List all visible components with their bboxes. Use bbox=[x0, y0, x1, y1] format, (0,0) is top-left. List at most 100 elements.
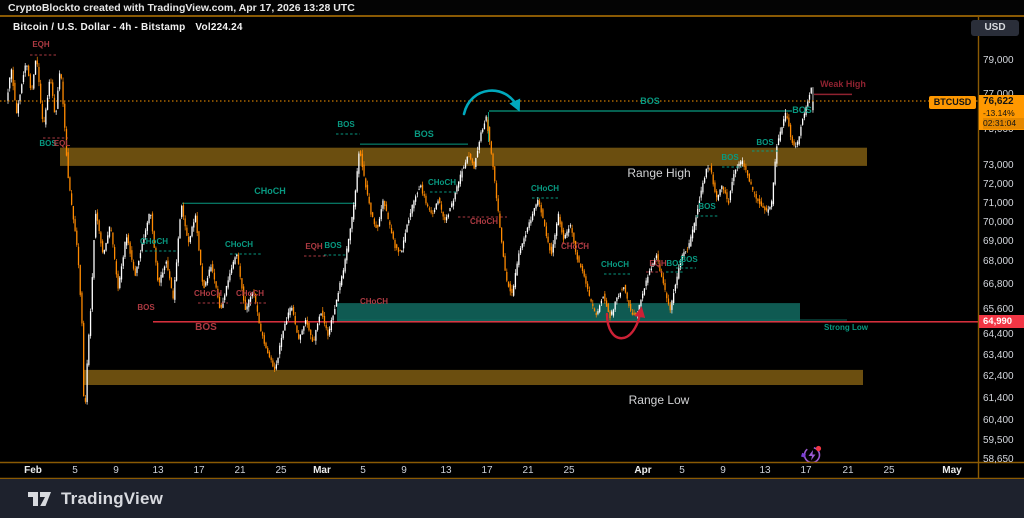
candles-up bbox=[7, 60, 814, 405]
last-price-value: 76,622 bbox=[983, 96, 1014, 107]
footer-bar: TradingView bbox=[0, 479, 1024, 518]
svg-text:BOS: BOS bbox=[666, 259, 684, 268]
svg-text:CHoCH: CHoCH bbox=[601, 260, 629, 269]
svg-text:EQH: EQH bbox=[305, 242, 323, 251]
bounce-arrow[interactable] bbox=[605, 306, 646, 340]
time-tick: 13 bbox=[152, 465, 164, 476]
tradingview-logo-icon bbox=[28, 491, 51, 506]
price-tick: 58,650 bbox=[983, 453, 1014, 465]
time-tick: 21 bbox=[522, 465, 534, 476]
svg-text:BOS: BOS bbox=[680, 255, 698, 264]
svg-text:BOS: BOS bbox=[324, 241, 342, 250]
svg-text:CHoCH: CHoCH bbox=[140, 237, 168, 246]
time-tick: 13 bbox=[440, 465, 452, 476]
price-tick: 66,800 bbox=[983, 279, 1014, 291]
svg-text:Strong Low: Strong Low bbox=[824, 323, 869, 332]
time-tick: 17 bbox=[481, 465, 493, 476]
time-tick: 5 bbox=[360, 465, 366, 476]
last-price-label: 76,622 -13.14% 02:31:04 bbox=[979, 95, 1024, 130]
volume-value: Vol224.24 bbox=[195, 22, 243, 33]
svg-text:EQH: EQH bbox=[32, 40, 50, 49]
svg-text:Weak High: Weak High bbox=[820, 79, 866, 89]
time-tick: 21 bbox=[234, 465, 246, 476]
symbol-legend[interactable]: Bitcoin / U.S. Dollar - 4h - Bitstamp Vol… bbox=[13, 22, 243, 33]
structure-dashes bbox=[30, 54, 778, 304]
price-axis[interactable]: 79,00077,00075,00073,00072,00071,00070,0… bbox=[979, 17, 1024, 465]
price-tick: 71,000 bbox=[983, 197, 1014, 209]
svg-text:BOS: BOS bbox=[756, 138, 774, 147]
candles-down bbox=[12, 56, 795, 404]
time-tick: 9 bbox=[401, 465, 407, 476]
price-tick: 68,000 bbox=[983, 255, 1014, 267]
svg-text:Range High: Range High bbox=[627, 166, 690, 180]
event-flash-icon[interactable] bbox=[801, 445, 822, 464]
price-tick: 70,000 bbox=[983, 216, 1014, 228]
price-tick: 69,000 bbox=[983, 236, 1014, 247]
time-tick: 25 bbox=[563, 465, 575, 476]
symbol-price-tag: BTCUSD bbox=[929, 96, 976, 109]
time-tick: 9 bbox=[113, 465, 119, 476]
svg-text:BOS: BOS bbox=[792, 105, 812, 115]
attribution-text: CryptoBlockto created with TradingView.c… bbox=[8, 1, 355, 14]
svg-text:CHoCH: CHoCH bbox=[360, 297, 388, 306]
price-tick: 62,400 bbox=[983, 370, 1014, 382]
currency-toggle-button[interactable]: USD bbox=[971, 20, 1019, 36]
price-tick: 63,400 bbox=[983, 349, 1014, 361]
price-tick: 72,000 bbox=[983, 178, 1014, 190]
price-tick: 60,400 bbox=[983, 414, 1014, 426]
symbol-title: Bitcoin / U.S. Dollar - 4h - Bitstamp bbox=[13, 22, 186, 33]
svg-text:EQL: EQL bbox=[54, 139, 71, 148]
attribution-bar: CryptoBlockto created with TradingView.c… bbox=[0, 0, 1024, 17]
price-tick: 64,400 bbox=[983, 328, 1014, 340]
svg-text:CHoCH: CHoCH bbox=[561, 242, 589, 251]
svg-text:BOS: BOS bbox=[721, 153, 739, 162]
svg-text:CHoCH: CHoCH bbox=[531, 184, 559, 193]
time-tick: 5 bbox=[679, 465, 685, 476]
time-tick: 17 bbox=[800, 465, 812, 476]
svg-text:BOS: BOS bbox=[195, 322, 217, 333]
price-tick: 65,600 bbox=[983, 303, 1014, 315]
time-tick: 9 bbox=[720, 465, 726, 476]
time-tick: 25 bbox=[275, 465, 287, 476]
svg-text:CHoCH: CHoCH bbox=[254, 186, 286, 196]
svg-text:CHoCH: CHoCH bbox=[236, 289, 264, 298]
svg-text:CHoCH: CHoCH bbox=[428, 178, 456, 187]
time-tick: 17 bbox=[193, 465, 205, 476]
svg-text:CHoCH: CHoCH bbox=[194, 289, 222, 298]
alert-price-label: 64,990 bbox=[979, 315, 1024, 328]
time-tick: Feb bbox=[24, 465, 42, 476]
time-tick: Apr bbox=[634, 465, 652, 476]
time-tick: 5 bbox=[72, 465, 78, 476]
last-price-change: -13.14% bbox=[983, 108, 1015, 118]
time-tick: 21 bbox=[842, 465, 854, 476]
time-tick: 25 bbox=[883, 465, 895, 476]
bar-countdown: 02:31:04 bbox=[983, 118, 1024, 129]
price-tick: 77,000 bbox=[983, 89, 1014, 100]
price-levels bbox=[153, 93, 978, 323]
svg-text:CHoCH: CHoCH bbox=[470, 217, 498, 226]
svg-text:BOS: BOS bbox=[698, 202, 716, 211]
time-tick: Mar bbox=[313, 465, 331, 476]
price-tick: 59,500 bbox=[983, 434, 1014, 446]
time-axis[interactable]: Feb 5 9 13 17 21 25 Mar 5 9 13 17 21 25 Apr 5 9 13 17 21 25 M… bbox=[0, 463, 978, 478]
svg-text:BOS: BOS bbox=[137, 303, 155, 312]
svg-text:BOS: BOS bbox=[39, 139, 57, 148]
smc-zones bbox=[60, 147, 867, 385]
axis-borders bbox=[0, 16, 1024, 480]
rejection-arrow[interactable] bbox=[462, 89, 521, 116]
time-tick: May bbox=[942, 465, 962, 476]
price-tick: 79,000 bbox=[983, 54, 1014, 66]
svg-text:EQH: EQH bbox=[649, 259, 667, 268]
svg-text:BOS: BOS bbox=[414, 129, 434, 139]
brand-name: TradingView bbox=[61, 488, 164, 508]
price-tick: 73,000 bbox=[983, 160, 1014, 172]
price-tick: 61,400 bbox=[983, 392, 1014, 404]
svg-text:CHoCH: CHoCH bbox=[225, 240, 253, 249]
svg-text:BOS: BOS bbox=[640, 96, 660, 106]
time-tick: 13 bbox=[759, 465, 771, 476]
tradingview-logo-link[interactable]: TradingView bbox=[26, 489, 163, 509]
svg-text:Range Low: Range Low bbox=[629, 393, 690, 407]
